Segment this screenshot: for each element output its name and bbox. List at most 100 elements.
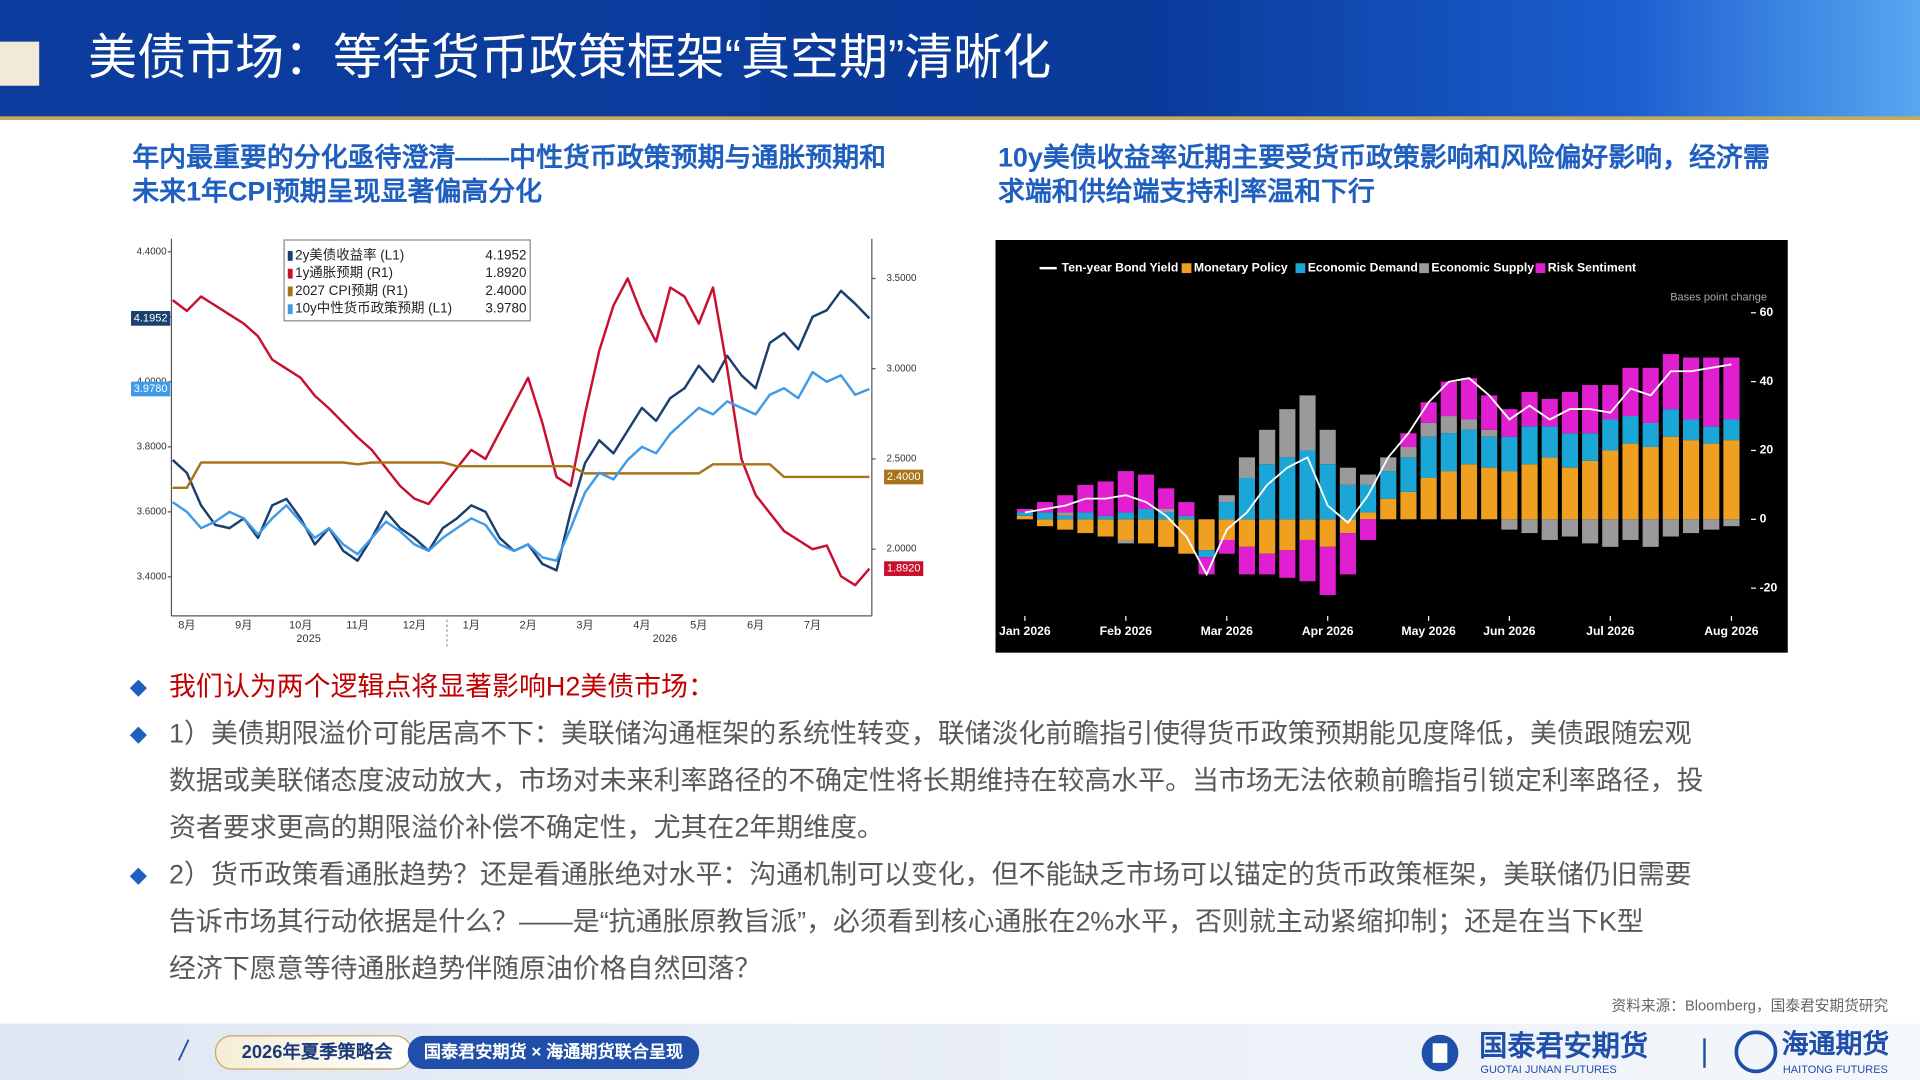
legend-name: Risk Sentiment	[1548, 260, 1636, 274]
bar-segment	[1117, 471, 1134, 513]
bar-segment	[1137, 519, 1155, 544]
bar-segment	[1460, 419, 1478, 430]
bar-segment	[1521, 426, 1538, 465]
x-tick-label: 10月	[289, 620, 312, 632]
x-tick-label: 8月	[178, 620, 195, 632]
bar-segment	[1279, 519, 1296, 551]
bar-segment	[1400, 457, 1417, 492]
bar-segment	[1198, 557, 1215, 575]
bar-segment	[1279, 457, 1296, 520]
bar-segment	[1460, 378, 1478, 420]
bar-segment	[1703, 519, 1720, 530]
legend-swatch	[1295, 263, 1306, 274]
bar-segment	[1178, 502, 1195, 516]
bar-segment	[1662, 354, 1679, 410]
bar-segment	[1420, 478, 1437, 520]
x-tick-label: 9月	[235, 620, 252, 632]
last-value-tag	[131, 311, 171, 326]
last-value-tag	[131, 381, 171, 397]
bar-segment	[1521, 464, 1538, 520]
bar-segment	[1259, 553, 1276, 575]
chart-annotation: Bases point change	[1670, 291, 1767, 303]
x-tick-label: May 2026	[1401, 624, 1456, 638]
header-accent	[0, 116, 1920, 120]
bar-segment	[1077, 519, 1094, 534]
bar-segment	[1501, 519, 1518, 530]
bar-segment	[1238, 457, 1256, 478]
last-value-tag	[884, 561, 924, 576]
series-line	[1024, 363, 1732, 577]
bullet-text: 经济下愿意等待通胀趋势伴随原油价格自然回落？	[169, 953, 761, 983]
bar-segment	[1057, 515, 1074, 520]
y-tick-label: 20	[1760, 443, 1774, 457]
bar-segment	[1016, 512, 1033, 516]
logo2-en: HAITONG FUTURES	[1783, 1064, 1888, 1076]
year-label: 2026	[653, 633, 678, 645]
legend-swatch	[1039, 266, 1057, 270]
bar-segment	[1339, 533, 1356, 575]
bar-segment	[1057, 519, 1074, 530]
x-tick-label: 7月	[804, 620, 821, 632]
legend-value: 4.1952	[485, 247, 526, 262]
legend-swatch	[1419, 263, 1429, 274]
y-tick-label: 3.6000	[137, 506, 167, 517]
x-tick-label: Apr 2026	[1302, 624, 1354, 638]
legend-name: 10y中性货币政策预期 (L1)	[295, 300, 452, 316]
bar-segment	[1117, 512, 1134, 520]
bar-segment	[1662, 519, 1679, 537]
legend-value: 1.8920	[485, 265, 526, 280]
bar-segment	[1420, 402, 1437, 423]
legend-swatch	[287, 304, 293, 315]
x-tick-label: 1月	[463, 620, 480, 632]
bar-segment	[1602, 519, 1619, 547]
legend-swatch	[287, 268, 293, 279]
bar-segment	[1057, 495, 1074, 513]
bar-segment	[1198, 519, 1215, 551]
bar-segment	[1460, 429, 1478, 465]
bar-segment	[1299, 539, 1316, 582]
bar-segment	[1501, 471, 1518, 520]
bar-segment	[1602, 385, 1619, 420]
bar-segment	[1299, 395, 1316, 451]
legend-box	[283, 239, 531, 322]
y2-tick-label: 3.5000	[887, 273, 917, 284]
last-value-label: 4.1952	[134, 312, 168, 324]
bar-segment	[1198, 550, 1215, 558]
last-value-label: 1.8920	[887, 563, 921, 575]
bar-segment	[1682, 419, 1700, 441]
bar-segment	[1682, 440, 1700, 520]
bar-segment	[1541, 426, 1558, 458]
bar-segment	[1420, 436, 1437, 478]
bar-segment	[1137, 508, 1155, 520]
bar-segment	[1440, 433, 1457, 472]
bar-segment	[1037, 512, 1054, 520]
bar-segment	[1723, 419, 1740, 441]
y2-tick-label: 2.0000	[887, 544, 917, 555]
x-tick-label: Jun 2026	[1483, 624, 1536, 638]
last-value-label: 3.9780	[134, 383, 168, 395]
joint-name: 国泰君安期货 × 海通期货联合呈现	[424, 1042, 683, 1062]
bar-segment	[1561, 467, 1579, 520]
legend-name: Economic Supply	[1431, 260, 1534, 274]
last-value-label: 2.4000	[887, 471, 921, 483]
bar-segment	[1481, 467, 1498, 520]
bar-segment	[1460, 464, 1478, 520]
bar-segment	[1359, 484, 1377, 513]
header-square	[0, 41, 40, 86]
x-tick-label: 2月	[520, 620, 537, 632]
bar-segment	[1238, 546, 1256, 575]
y-tick-label: -20	[1760, 580, 1778, 594]
bar-segment	[1723, 357, 1740, 420]
series-line	[172, 461, 870, 490]
bar-segment	[1117, 519, 1134, 540]
y-tick-label: 40	[1760, 374, 1774, 388]
bar-segment	[1501, 436, 1518, 472]
x-tick-label: 3月	[576, 620, 593, 632]
bar-segment	[1561, 519, 1579, 537]
bar-segment	[1440, 471, 1457, 520]
bar-segment	[1158, 488, 1175, 509]
bar-segment	[1622, 416, 1639, 444]
bar-segment	[1400, 491, 1417, 520]
bar-segment	[1541, 398, 1558, 427]
bar-segment	[1339, 519, 1356, 534]
